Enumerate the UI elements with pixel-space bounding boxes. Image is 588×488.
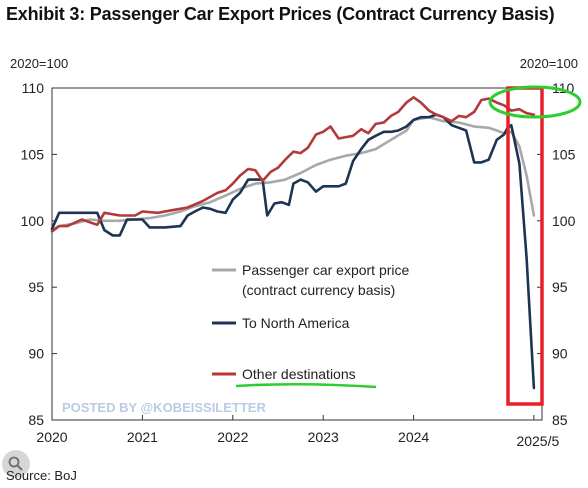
left-tick-label: 110 [22, 80, 45, 96]
legend-export-price-label: Passenger car export price [242, 262, 410, 278]
export-price-line [50, 115, 536, 232]
left-tick-label: 90 [28, 346, 44, 362]
x-tick-label: 2022 [217, 429, 248, 445]
x-tick-label: 2024 [398, 429, 429, 445]
left-tick-label: 95 [28, 279, 44, 295]
left-tick-label: 100 [21, 213, 45, 229]
left-tick-label: 105 [21, 146, 45, 162]
left-tick-label: 85 [28, 412, 44, 428]
lens-icon [2, 450, 30, 478]
right-tick-label: 105 [552, 146, 576, 162]
right-tick-label: 90 [552, 346, 568, 362]
x-tick-label: 2025/5 [516, 433, 559, 449]
x-tick-label: 2021 [127, 429, 158, 445]
series-lines [50, 96, 536, 390]
legend: Passenger car export price (contract curr… [212, 262, 410, 382]
left-axis-unit-label: 2020=100 [10, 56, 68, 71]
north-america-line [50, 113, 536, 390]
watermark-text: POSTED BY @KOBEISSILETTER [62, 400, 266, 415]
legend-north-america-label: To North America [242, 315, 350, 331]
green-underline-annotation [235, 382, 377, 389]
green-highlight-ellipse [488, 85, 582, 119]
source-note: Source: BoJ [6, 468, 77, 483]
right-axis-unit-label: 2020=100 [520, 56, 578, 71]
x-tick-label: 2023 [308, 429, 339, 445]
legend-other-destinations-label: Other destinations [242, 366, 356, 382]
right-tick-label: 100 [552, 213, 576, 229]
other-destinations-line [50, 96, 536, 233]
right-tick-label: 95 [552, 279, 568, 295]
legend-export-price-label: (contract currency basis) [242, 282, 395, 298]
x-tick-label: 2020 [36, 429, 67, 445]
right-tick-label: 85 [552, 412, 568, 428]
page-title: Exhibit 3: Passenger Car Export Prices (… [6, 4, 555, 24]
